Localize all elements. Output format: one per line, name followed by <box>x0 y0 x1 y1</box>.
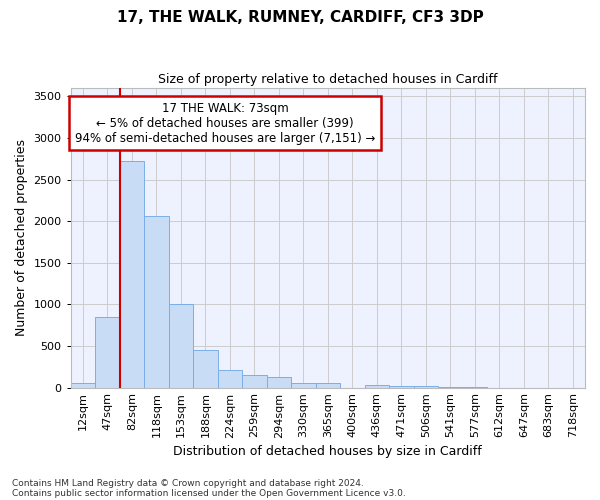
Text: 17 THE WALK: 73sqm
← 5% of detached houses are smaller (399)
94% of semi-detache: 17 THE WALK: 73sqm ← 5% of detached hous… <box>75 102 375 144</box>
Text: Contains HM Land Registry data © Crown copyright and database right 2024.: Contains HM Land Registry data © Crown c… <box>12 478 364 488</box>
Text: Contains public sector information licensed under the Open Government Licence v3: Contains public sector information licen… <box>12 488 406 498</box>
X-axis label: Distribution of detached houses by size in Cardiff: Distribution of detached houses by size … <box>173 444 482 458</box>
Bar <box>193 350 218 388</box>
Text: 17, THE WALK, RUMNEY, CARDIFF, CF3 3DP: 17, THE WALK, RUMNEY, CARDIFF, CF3 3DP <box>116 10 484 25</box>
Bar <box>119 162 144 388</box>
Bar <box>266 377 291 388</box>
Y-axis label: Number of detached properties: Number of detached properties <box>15 140 28 336</box>
Bar <box>413 386 438 388</box>
Bar <box>169 304 193 388</box>
Bar <box>144 216 169 388</box>
Bar <box>95 317 119 388</box>
Bar <box>242 375 266 388</box>
Bar <box>218 370 242 388</box>
Bar <box>389 386 413 388</box>
Bar <box>71 382 95 388</box>
Bar <box>291 382 316 388</box>
Bar <box>365 385 389 388</box>
Title: Size of property relative to detached houses in Cardiff: Size of property relative to detached ho… <box>158 72 497 86</box>
Bar <box>316 383 340 388</box>
